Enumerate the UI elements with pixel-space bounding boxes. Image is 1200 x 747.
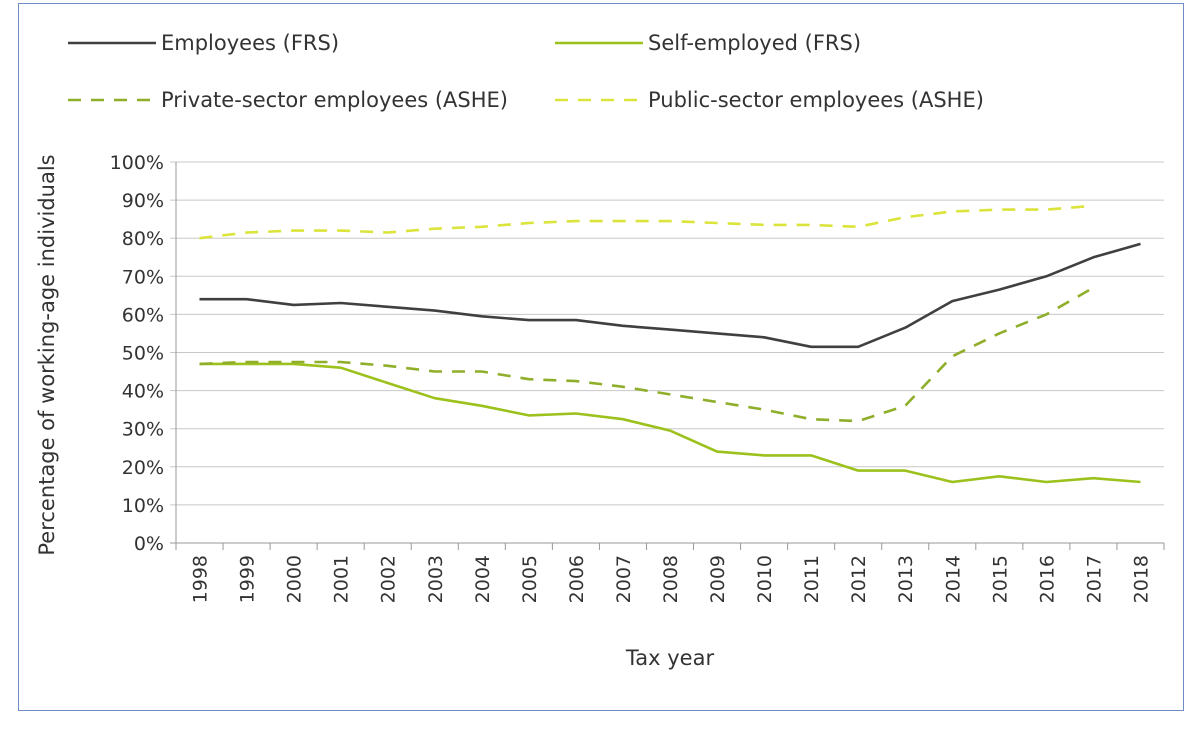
x-tick-label: 2012 bbox=[848, 555, 870, 603]
y-tick-label: 40% bbox=[122, 381, 164, 403]
x-tick-label: 2003 bbox=[425, 555, 447, 603]
x-tick-label: 2014 bbox=[942, 555, 964, 603]
x-tick-label: 2016 bbox=[1036, 555, 1058, 603]
series-lines bbox=[199, 204, 1141, 484]
legend-label: Employees (FRS) bbox=[161, 31, 339, 55]
y-tick-label: 50% bbox=[122, 343, 164, 365]
x-tick-label: 1999 bbox=[237, 555, 259, 603]
y-tick-label: 0% bbox=[134, 533, 164, 555]
x-tick-label: 2008 bbox=[660, 555, 682, 603]
y-tick-label: 60% bbox=[122, 304, 164, 326]
x-axis-label: Tax year bbox=[625, 646, 715, 670]
x-tick-label: 2010 bbox=[754, 555, 776, 603]
x-tick-label: 2000 bbox=[284, 555, 306, 603]
y-axis-label: Percentage of working-age individuals bbox=[35, 154, 59, 555]
y-axis-ticks: 0% 10% 20% 30% 40% 50% 60% 70% 80% 90% 100% bbox=[110, 152, 164, 555]
y-tick-label: 30% bbox=[122, 419, 164, 441]
x-tick-label: 2004 bbox=[472, 555, 494, 603]
y-tick-label: 90% bbox=[122, 190, 164, 212]
x-axis-ticks: 1998 1999 2000 2001 2002 2003 2004 2005 2006 2007… bbox=[190, 555, 1153, 603]
y-tick-label: 70% bbox=[122, 266, 164, 288]
x-tick-label: 2002 bbox=[378, 555, 400, 603]
x-tick-label: 2011 bbox=[801, 555, 823, 603]
y-tick-label: 20% bbox=[122, 457, 164, 479]
legend-label: Public-sector employees (ASHE) bbox=[648, 88, 984, 112]
chart-frame bbox=[18, 3, 1184, 711]
y-tick-label: 10% bbox=[122, 495, 164, 517]
legend-label: Self-employed (FRS) bbox=[648, 31, 861, 55]
x-tick-label: 2018 bbox=[1130, 555, 1152, 603]
series-line-1 bbox=[199, 362, 1141, 484]
x-tick-label: 1998 bbox=[190, 555, 212, 603]
series-line-3 bbox=[199, 204, 1094, 240]
series-line-2 bbox=[199, 286, 1095, 423]
x-tick-label: 2006 bbox=[566, 555, 588, 603]
legend: Employees (FRS) Self-employed (FRS) Privat… bbox=[68, 31, 984, 112]
legend-label: Private-sector employees (ASHE) bbox=[161, 88, 508, 112]
x-tick-label: 2007 bbox=[613, 555, 635, 603]
x-tick-label: 2013 bbox=[895, 555, 917, 603]
series-line-0 bbox=[199, 242, 1141, 349]
y-tick-label: 80% bbox=[122, 228, 164, 250]
x-tick-label: 2017 bbox=[1083, 555, 1105, 603]
x-tick-label: 2001 bbox=[331, 555, 353, 603]
gridlines bbox=[170, 161, 1165, 550]
x-tick-label: 2009 bbox=[707, 555, 729, 603]
x-tick-label: 2015 bbox=[989, 555, 1011, 603]
x-tick-label: 2005 bbox=[519, 555, 541, 603]
y-tick-label: 100% bbox=[110, 152, 164, 174]
